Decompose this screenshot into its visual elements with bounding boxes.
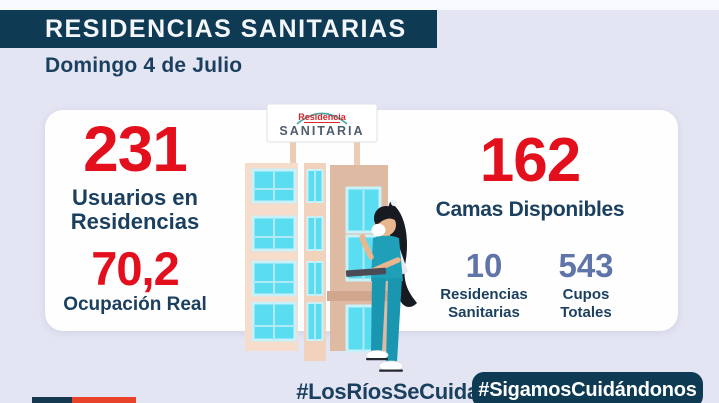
camas-value: 162 bbox=[479, 126, 581, 195]
nurse-hand bbox=[359, 234, 366, 241]
nurse-front-leg bbox=[371, 278, 386, 352]
sign-arc bbox=[296, 112, 348, 125]
building-nurse-illustration: Residencia SANITARIA bbox=[245, 103, 417, 372]
cupos-label: Cupos Totales bbox=[560, 286, 612, 321]
nurse-face-mask bbox=[371, 223, 386, 237]
hashtag-badge-text: #SigamosCuidándonos bbox=[478, 378, 697, 401]
stat-camas-disponibles: 162 Camas Disponibles bbox=[430, 130, 630, 222]
stat-cupos-totales: 543 Cupos Totales bbox=[535, 249, 637, 321]
building-ledge bbox=[327, 291, 391, 301]
top-white-strip bbox=[0, 0, 719, 10]
hashtag-losrios: #LosRíosSeCuida bbox=[296, 379, 479, 403]
residencias-value: 10 bbox=[465, 247, 503, 284]
building-middle-column bbox=[304, 163, 326, 361]
nurse-back-leg bbox=[386, 278, 402, 362]
hashtag-badge: #SigamosCuidándonos bbox=[472, 372, 703, 403]
logo-strip-navy bbox=[32, 397, 72, 403]
usuarios-label: Usuarios en Residencias bbox=[70, 185, 200, 234]
sign-post-right bbox=[354, 142, 360, 166]
sign-line1: Residencia bbox=[298, 112, 347, 122]
nurse-figure bbox=[345, 200, 417, 372]
date-label: Domingo 4 de Julio bbox=[45, 54, 243, 77]
title-bar: RESIDENCIAS SANITARIAS bbox=[0, 10, 437, 48]
sub-stats-row: 10 Residencias Sanitarias 543 Cupos Tota… bbox=[433, 249, 637, 321]
camas-label: Camas Disponibles bbox=[435, 198, 625, 221]
clipboard-tablet bbox=[345, 267, 387, 277]
nurse-hair-scrunchie bbox=[391, 200, 397, 206]
cupos-value: 543 bbox=[558, 247, 614, 284]
residencias-label: Residencias Sanitarias bbox=[440, 286, 528, 321]
stat-usuarios-en-residencias: 231 Usuarios en Residencias bbox=[40, 117, 230, 234]
usuarios-value: 231 bbox=[83, 113, 188, 185]
logo-strip-red bbox=[72, 397, 136, 403]
ocupacion-label: Ocupación Real bbox=[63, 294, 207, 315]
building-left-wing bbox=[245, 163, 298, 351]
stat-ocupacion-real: 70,2 Ocupación Real bbox=[40, 245, 230, 316]
sign-post-left bbox=[290, 142, 296, 166]
page-title: RESIDENCIAS SANITARIAS bbox=[45, 14, 407, 43]
stat-residencias-sanitarias: 10 Residencias Sanitarias bbox=[433, 249, 535, 321]
nurse-raised-forearm bbox=[360, 237, 374, 260]
sign-line2: SANITARIA bbox=[279, 124, 364, 138]
residencia-sanitaria-sign: Residencia SANITARIA bbox=[266, 103, 378, 143]
ocupacion-value: 70,2 bbox=[91, 242, 179, 295]
